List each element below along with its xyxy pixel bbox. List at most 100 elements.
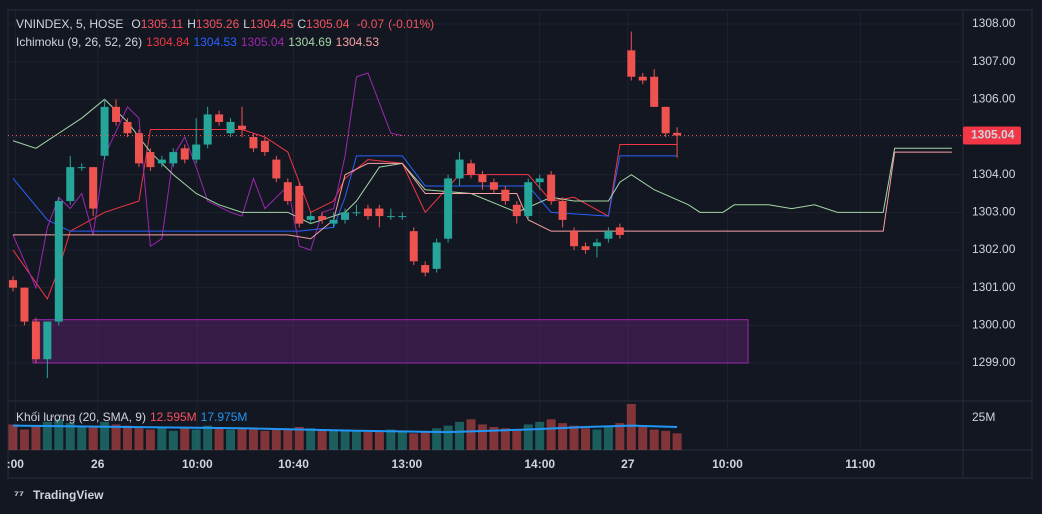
indicator-value: 1305.04 [240, 35, 285, 49]
ohlc-legend: VNINDEX, 5, HOSE O1305.11 H1305.26 L1304.45… [16, 17, 438, 31]
volume-bar [500, 428, 510, 450]
indicator-value: 1304.69 [288, 35, 332, 49]
candle-body [169, 152, 178, 164]
candle-body [260, 140, 269, 153]
candle-body [66, 167, 75, 202]
volume-bar [271, 428, 281, 450]
volume-bar [111, 424, 121, 450]
volume-bar [100, 421, 110, 450]
candle-body [306, 216, 315, 220]
volume-bar [672, 433, 682, 450]
candle-body [43, 321, 52, 360]
volume-bar [19, 429, 29, 450]
candle-body [444, 178, 453, 239]
volume-bar [329, 430, 339, 450]
candle-body [77, 167, 86, 169]
volume-bar [523, 424, 533, 450]
candle-body [352, 212, 361, 214]
candle-body [409, 231, 418, 262]
candle-body [134, 133, 143, 164]
x-tick-label: 10:40 [278, 457, 309, 471]
candle-body [524, 182, 533, 217]
change: -0.07 [356, 17, 385, 31]
volume-bar [581, 428, 590, 450]
candle-body [398, 216, 407, 218]
volume-bar [191, 429, 201, 450]
y-tick-label: 1308.00 [972, 16, 1016, 30]
volume-bar [306, 428, 316, 450]
volume-bar [352, 430, 361, 450]
frame [7, 9, 1033, 479]
volume-bar [42, 421, 52, 450]
x-tick-label: :00 [7, 457, 25, 471]
last-price-label: 1305.04 [971, 128, 1015, 142]
candle-body [547, 174, 556, 202]
volume-bar [626, 403, 636, 450]
candle-body [203, 114, 212, 145]
volume-bar [237, 428, 247, 450]
candle-body [318, 216, 327, 220]
volume-bar [203, 425, 213, 450]
volume-bar [214, 426, 224, 450]
volume-bar [248, 429, 258, 450]
candle-body [673, 132, 682, 136]
ohlc-key: C [297, 17, 307, 31]
brand: TradingView [33, 488, 104, 502]
x-tick-label: 10:00 [182, 457, 213, 471]
ohlc-value: 1304.45 [249, 17, 294, 31]
ohlc-key: H [187, 17, 196, 31]
candle-body [638, 76, 647, 81]
x-tick-label: 11:00 [845, 457, 875, 471]
volume-bar [157, 426, 167, 450]
volume-tick-label: 25M [972, 410, 995, 424]
volume-bar [54, 419, 64, 450]
volume-bar [180, 428, 190, 450]
ichimoku-line [12, 155, 678, 232]
volume-bar [8, 424, 18, 450]
volume-bar [546, 419, 556, 450]
volume-bar [603, 425, 613, 450]
volume-bar [340, 429, 350, 450]
y-tick-label: 1302.00 [972, 242, 1016, 256]
candle-body [226, 121, 235, 134]
candle-body [341, 212, 350, 220]
y-tick-label: 1304.00 [972, 167, 1016, 181]
volume-bar [283, 429, 293, 450]
indicator-value: 1304.84 [146, 35, 190, 49]
candle-body [20, 287, 29, 322]
volume-bar [638, 426, 648, 450]
volume-bar [432, 428, 442, 450]
candle-body [31, 321, 40, 360]
candle-body [180, 148, 189, 160]
candle-body [501, 189, 510, 202]
volume-bar [145, 429, 155, 450]
ohlc-value: 1305.04 [306, 17, 350, 31]
y-tick-label: 1300.00 [972, 318, 1016, 332]
volume-bar [649, 429, 659, 450]
volume-bar [455, 421, 465, 450]
candle-body [238, 125, 246, 130]
volume-bar [409, 433, 419, 450]
candle-body [215, 114, 224, 122]
volume-bar [31, 425, 41, 450]
candle-body [100, 106, 109, 156]
candle-body [157, 159, 166, 164]
candle-body [329, 219, 338, 224]
volume-bar [226, 429, 236, 450]
ichimoku-line [13, 151, 952, 240]
volume-bar [134, 428, 144, 450]
candle-body [570, 231, 579, 247]
volume-bar [88, 426, 98, 450]
volume-bar [168, 430, 178, 450]
candle-body [558, 201, 567, 220]
volume-bar [535, 421, 545, 450]
zone [32, 319, 749, 364]
candle-body [146, 152, 155, 168]
candle-body [535, 178, 544, 183]
last-price-box [963, 126, 1021, 145]
candle-body [615, 227, 624, 235]
volume-bar [77, 425, 87, 450]
indicator-value: 1304.53 [335, 35, 380, 49]
candle-body [627, 50, 636, 77]
